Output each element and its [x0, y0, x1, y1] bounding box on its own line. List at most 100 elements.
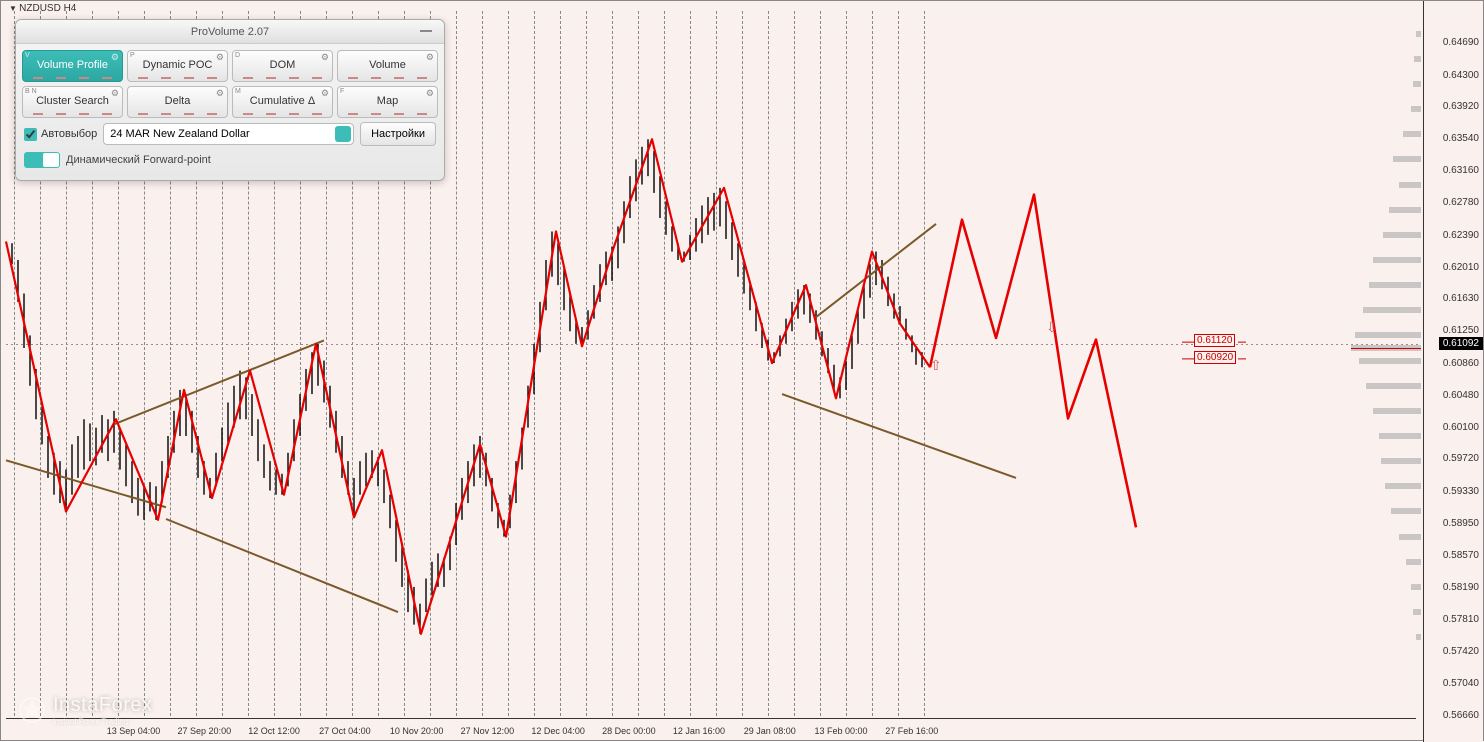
- tab-label: Map: [340, 95, 435, 107]
- volume-profile-bar: [1366, 383, 1421, 389]
- vgridline: [664, 11, 665, 716]
- instrument-select[interactable]: 24 MAR New Zealand Dollar: [103, 123, 354, 145]
- autopick-label: Автовыбор: [41, 128, 97, 140]
- time-tick: 27 Sep 20:00: [178, 726, 232, 736]
- volume-profile-bar: [1393, 156, 1421, 162]
- time-tick: 12 Oct 12:00: [248, 726, 300, 736]
- vgridline: [898, 11, 899, 716]
- tab-indicator-dots: [237, 77, 328, 79]
- volume-profile-bar: [1399, 182, 1421, 188]
- vgridline: [820, 11, 821, 716]
- volume-profile-bar: [1413, 609, 1421, 615]
- price-tick: 0.58570: [1443, 550, 1479, 561]
- price-tick: 0.61250: [1443, 325, 1479, 336]
- panel-title-text: ProVolume 2.07: [191, 26, 269, 38]
- panel-tab-dom[interactable]: D⚙DOM: [232, 50, 333, 82]
- price-tick: 0.57040: [1443, 678, 1479, 689]
- time-tick: 12 Jan 16:00: [673, 726, 725, 736]
- vgridline: [794, 11, 795, 716]
- panel-tab-dynamic-poc[interactable]: P⚙Dynamic POC: [127, 50, 228, 82]
- time-tick: 12 Dec 04:00: [531, 726, 585, 736]
- gear-icon[interactable]: ⚙: [111, 52, 119, 63]
- panel-body: V⚙Volume ProfileP⚙Dynamic POCD⚙DOM⚙Volum…: [16, 44, 444, 180]
- instaforex-logo-icon: [17, 695, 47, 725]
- gear-icon[interactable]: ⚙: [216, 52, 224, 63]
- gear-icon[interactable]: ⚙: [111, 88, 119, 99]
- price-tick: 0.60860: [1443, 358, 1479, 369]
- volume-profile-bar: [1416, 31, 1421, 37]
- price-axis: 0.646900.643000.639200.635400.631600.627…: [1423, 1, 1483, 742]
- gear-icon[interactable]: ⚙: [426, 52, 434, 63]
- volume-profile-bar: [1383, 232, 1421, 238]
- price-tick: 0.63920: [1443, 101, 1479, 112]
- price-tick: 0.59330: [1443, 486, 1479, 497]
- volume-profile-bar: [1391, 508, 1421, 514]
- gear-icon[interactable]: ⚙: [216, 88, 224, 99]
- tab-label: Cluster Search: [25, 95, 120, 107]
- tab-indicator-dots: [27, 77, 118, 79]
- panel-tab-cumulative-[interactable]: M⚙Cumulative Δ: [232, 86, 333, 118]
- time-tick: 28 Dec 00:00: [602, 726, 656, 736]
- vgridline: [482, 11, 483, 716]
- vgridline: [508, 11, 509, 716]
- price-tick: 0.64690: [1443, 37, 1479, 48]
- tab-indicator-dots: [132, 77, 223, 79]
- price-level-tag: 0.60920: [1194, 351, 1236, 364]
- price-tick: 0.60100: [1443, 422, 1479, 433]
- tab-label: DOM: [235, 59, 330, 71]
- settings-button[interactable]: Настройки: [360, 122, 436, 146]
- watermark: InstaForex instant Forex Trading: [17, 694, 152, 726]
- time-tick: 13 Sep 04:00: [107, 726, 161, 736]
- arrow-up-icon: ⇧: [930, 357, 942, 374]
- volume-profile-bar: [1403, 131, 1421, 137]
- gear-icon[interactable]: ⚙: [321, 88, 329, 99]
- chart-container: NZDUSD H4 0.611200.60920 ⇧⇩ 0.646900.643…: [0, 0, 1484, 741]
- panel-tab-volume-profile[interactable]: V⚙Volume Profile: [22, 50, 123, 82]
- price-tick: 0.60480: [1443, 390, 1479, 401]
- volume-profile-bar: [1381, 458, 1421, 464]
- price-tick: 0.63160: [1443, 165, 1479, 176]
- tab-indicator-dots: [132, 113, 223, 115]
- panel-tab-map[interactable]: F⚙Map: [337, 86, 438, 118]
- time-tick: 27 Oct 04:00: [319, 726, 371, 736]
- vgridline: [690, 11, 691, 716]
- volume-profile-poc: [1351, 348, 1421, 349]
- tab-indicator-dots: [342, 77, 433, 79]
- price-tick: 0.62780: [1443, 197, 1479, 208]
- tab-indicator-dots: [342, 113, 433, 115]
- gear-icon[interactable]: ⚙: [426, 88, 434, 99]
- volume-profile-bar: [1416, 634, 1421, 640]
- panel-tab-delta[interactable]: ⚙Delta: [127, 86, 228, 118]
- price-tick: 0.62010: [1443, 262, 1479, 273]
- volume-profile-bar: [1385, 483, 1421, 489]
- vgridline: [742, 11, 743, 716]
- price-tick: 0.64300: [1443, 70, 1479, 81]
- vgridline: [560, 11, 561, 716]
- time-tick: 29 Jan 08:00: [744, 726, 796, 736]
- current-price-tag: 0.61092: [1439, 337, 1483, 350]
- vgridline: [612, 11, 613, 716]
- volume-profile-bar: [1363, 307, 1421, 313]
- watermark-main: InstaForex: [53, 694, 152, 717]
- forward-point-toggle[interactable]: [24, 152, 60, 168]
- volume-profile-bar: [1406, 559, 1421, 565]
- provolume-panel[interactable]: ProVolume 2.07 V⚙Volume ProfileP⚙Dynamic…: [15, 19, 445, 181]
- time-axis: 13 Sep 04:00 27 Sep 20:00 12 Oct 12:00 27 O…: [6, 718, 1416, 740]
- panel-tab-cluster-search[interactable]: B N⚙Cluster Search: [22, 86, 123, 118]
- tab-label: Dynamic POC: [130, 59, 225, 71]
- vgridline: [768, 11, 769, 716]
- panel-tab-volume[interactable]: ⚙Volume: [337, 50, 438, 82]
- time-tick: 27 Nov 12:00: [461, 726, 515, 736]
- gear-icon[interactable]: ⚙: [321, 52, 329, 63]
- minimize-icon[interactable]: [420, 24, 436, 28]
- vgridline: [716, 11, 717, 716]
- vgridline: [872, 11, 873, 716]
- forward-point-label: Динамический Forward-point: [66, 154, 211, 166]
- panel-title[interactable]: ProVolume 2.07: [16, 20, 444, 44]
- autopick-checkbox[interactable]: Автовыбор: [24, 128, 97, 141]
- volume-profile-bar: [1411, 584, 1421, 590]
- vgridline: [924, 11, 925, 716]
- price-tick: 0.61630: [1443, 293, 1479, 304]
- volume-profile-bar: [1369, 282, 1421, 288]
- vgridline: [456, 11, 457, 716]
